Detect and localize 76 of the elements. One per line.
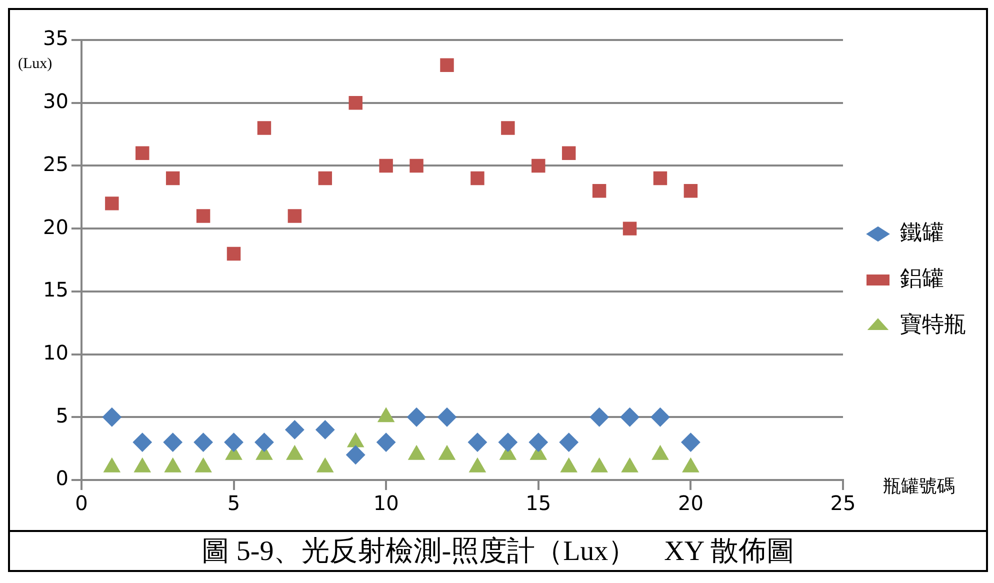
point — [254, 432, 274, 452]
point — [620, 408, 640, 427]
point — [132, 432, 152, 452]
point — [196, 209, 210, 223]
point — [163, 432, 182, 452]
point — [440, 58, 454, 72]
point — [470, 171, 484, 186]
point — [257, 121, 272, 135]
y-tick-label: 25 — [42, 152, 68, 176]
y-tick-label: 15 — [42, 278, 68, 302]
point — [621, 458, 638, 472]
legend-label: 寶特瓶 — [900, 312, 966, 338]
point — [590, 408, 609, 427]
x-tick-label: 0 — [75, 491, 88, 516]
point — [224, 432, 244, 452]
point — [469, 458, 486, 472]
point — [650, 408, 670, 427]
x-tick-label: 20 — [678, 491, 704, 516]
point — [560, 458, 578, 472]
point — [379, 158, 393, 173]
y-tick-label: 35 — [42, 26, 68, 50]
point — [347, 432, 364, 448]
x-tick-label: 5 — [227, 491, 240, 516]
point — [653, 171, 668, 186]
point — [501, 121, 515, 135]
point — [684, 184, 698, 198]
point — [164, 458, 182, 472]
point — [105, 196, 119, 210]
point — [408, 445, 425, 460]
point — [318, 171, 332, 186]
point — [102, 408, 122, 427]
y-tick-label: 5 — [56, 403, 68, 428]
point — [592, 184, 606, 198]
point — [104, 458, 120, 472]
x-tick-label: 15 — [526, 491, 552, 516]
text: 圖 5-9、光反射檢測-照度計（Lux） XY 散佈圖 — [10, 530, 986, 570]
point — [348, 96, 362, 110]
y-tick-label: 0 — [56, 466, 68, 490]
point — [195, 458, 212, 472]
point — [438, 445, 456, 460]
y-tick-label: 10 — [42, 340, 68, 364]
legend-label: 鐵罐 — [900, 220, 944, 246]
point — [376, 432, 396, 452]
point — [652, 445, 669, 460]
point — [682, 458, 699, 472]
x-axis-title: 瓶罐號碼 — [883, 476, 955, 497]
point — [622, 222, 637, 236]
point — [498, 432, 518, 452]
point — [285, 420, 304, 440]
x-tick-label: 10 — [373, 491, 399, 516]
x-tick-label: 25 — [830, 491, 856, 516]
point — [346, 445, 366, 464]
y-tick-label: 30 — [42, 89, 68, 114]
point — [288, 209, 302, 223]
point — [528, 432, 548, 452]
y-axis-title: (Lux) — [18, 56, 52, 72]
point — [407, 408, 426, 427]
legend-label: 鋁罐 — [900, 266, 944, 292]
point — [437, 408, 456, 427]
point — [316, 420, 335, 440]
point — [286, 445, 303, 460]
point — [591, 458, 608, 472]
point — [532, 158, 546, 173]
point — [559, 432, 578, 452]
point — [378, 408, 394, 422]
point — [410, 158, 424, 173]
y-tick-label: 20 — [42, 214, 68, 239]
point — [468, 432, 487, 452]
point — [316, 458, 334, 472]
point — [166, 171, 180, 186]
point — [226, 246, 241, 261]
point — [194, 432, 213, 452]
point — [562, 146, 576, 160]
point — [681, 432, 700, 452]
point — [134, 458, 151, 472]
point — [136, 146, 150, 160]
